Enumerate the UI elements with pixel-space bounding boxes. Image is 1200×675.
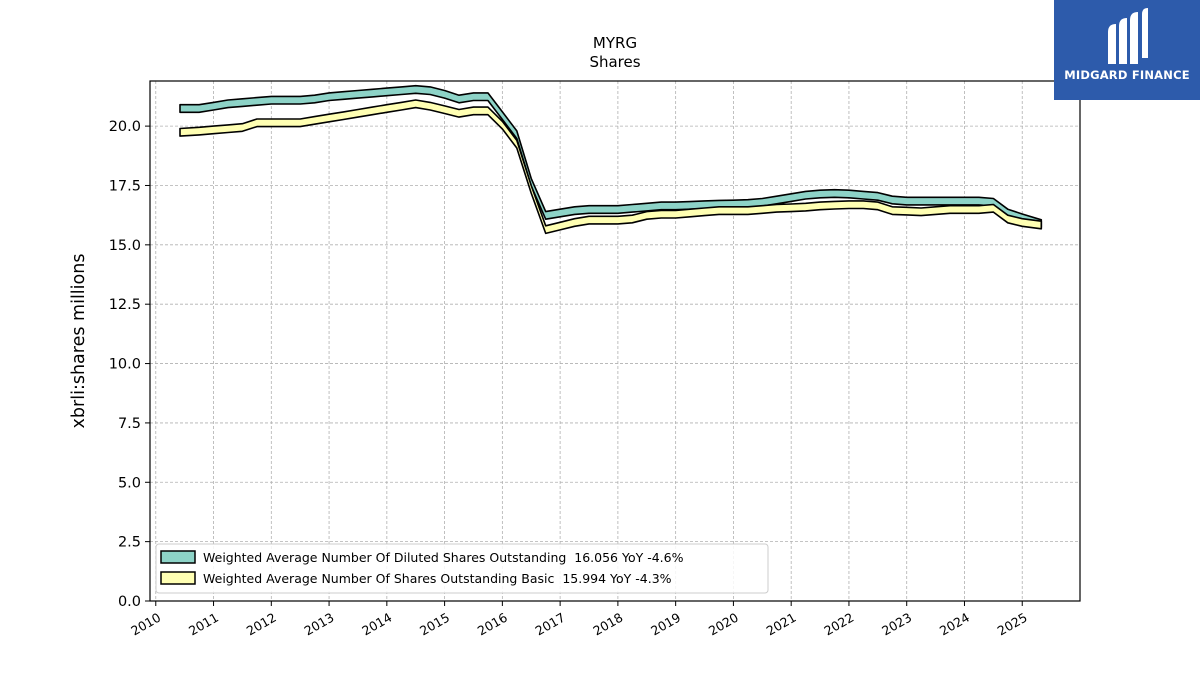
x-tick-label: 2017 (533, 610, 568, 639)
chart-subtitle: Shares (589, 53, 640, 71)
x-tick-label: 2016 (475, 610, 510, 639)
y-tick-label: 15.0 (109, 238, 141, 254)
x-tick-label: 2019 (648, 610, 683, 639)
y-tick-label: 20.0 (109, 119, 141, 135)
x-tick-label: 2015 (417, 610, 452, 639)
x-tick-label: 2020 (706, 610, 741, 639)
chart-title: MYRG (593, 34, 637, 52)
grid-lines (150, 81, 1080, 602)
legend-swatch-basic (160, 571, 196, 585)
y-axis: 0.0 2.5 5.0 7.5 10.0 12.5 15.0 17.5 20.0 (109, 119, 150, 610)
y-axis-label: xbrli:shares millions (69, 254, 89, 429)
legend-swatch-diluted (160, 550, 196, 564)
y-tick-label: 10.0 (109, 357, 141, 373)
y-tick-label: 5.0 (118, 475, 141, 491)
x-tick-label: 2021 (764, 610, 799, 639)
legend-label-diluted: Weighted Average Number Of Diluted Share… (203, 550, 684, 565)
legend-box (155, 543, 769, 594)
y-tick-label: 12.5 (109, 297, 141, 313)
x-tick-label: 2022 (821, 610, 856, 639)
series-areas (179, 84, 1043, 235)
x-tick-label: 2011 (186, 610, 221, 639)
x-tick-label: 2013 (302, 610, 337, 639)
y-tick-label: 0.0 (118, 594, 141, 610)
brand-name: MIDGARD FINANCE (1064, 68, 1190, 82)
x-tick-label: 2024 (937, 610, 972, 639)
y-tick-label: 17.5 (109, 178, 141, 194)
x-tick-label: 2014 (359, 610, 394, 639)
legend: Weighted Average Number Of Diluted Share… (155, 543, 769, 594)
series-area-1 (179, 99, 1043, 235)
x-tick-label: 2018 (590, 610, 625, 639)
legend-label-basic: Weighted Average Number Of Shares Outsta… (203, 571, 672, 586)
series-area-0 (179, 84, 1043, 229)
x-axis: 2010 2011 2012 2013 2014 2015 2016 2017 2018 2019… (128, 601, 1030, 639)
y-tick-label: 7.5 (118, 416, 141, 432)
x-tick-label: 2025 (995, 610, 1030, 639)
midgard-logo-icon (1108, 8, 1148, 64)
x-tick-label: 2023 (879, 610, 914, 639)
x-tick-label: 2012 (244, 610, 279, 639)
plot-frame (149, 80, 1081, 602)
y-tick-label: 2.5 (118, 535, 141, 551)
x-tick-label: 2010 (128, 610, 163, 639)
brand-logo: MIDGARD FINANCE (1054, 0, 1200, 100)
